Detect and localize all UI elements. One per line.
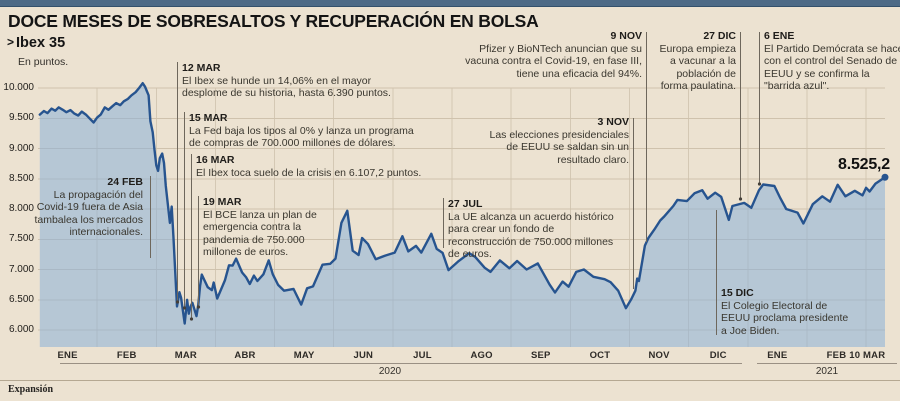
annotation-text: Las elecciones presidenciales de EEUU se… <box>489 128 630 166</box>
page-title: DOCE MESES DE SOBRESALTOS Y RECUPERACIÓN… <box>8 11 539 31</box>
annotation-9-nov: 9 NOV Pfizer y BioNTech anuncian que su … <box>456 30 642 80</box>
x-axis-month-label: FEB <box>826 350 847 361</box>
annotation-text: El Partido Demócrata se hace con el cont… <box>764 42 900 93</box>
x-axis-month-label: 10 MAR <box>849 350 886 361</box>
annotation-date: 27 JUL <box>448 198 483 210</box>
x-axis-month-label: FEB <box>116 350 137 361</box>
annotation-6-ene: 6 ENE El Partido Demócrata se hace con e… <box>764 30 900 93</box>
y-axis-tick-label: 10.000 <box>3 82 34 93</box>
annotation-date: 16 MAR <box>196 154 235 166</box>
x-axis-month-label: DIC <box>709 350 727 361</box>
x-axis-month-label: OCT <box>589 350 611 361</box>
y-axis-tick-label: 7.500 <box>8 233 34 245</box>
annotation-text: La propagación del Covid-19 fuera de Asi… <box>34 188 143 239</box>
price-line <box>38 81 887 325</box>
series-marker-icon: > <box>7 35 15 49</box>
annotation-19-mar: 19 MAR El BCE lanza un plan de emergenci… <box>203 196 343 259</box>
annotation-date: 6 ENE <box>764 30 795 42</box>
annotation-date: 15 DIC <box>721 287 754 299</box>
last-point-marker <box>881 173 889 181</box>
annotation-date: 15 MAR <box>189 112 228 124</box>
x-axis-month-label: NOV <box>648 350 670 361</box>
annotation-text: La UE alcanza un acuerdo histórico para … <box>448 210 614 261</box>
year-2021-rule <box>757 363 897 364</box>
annotation-date: 24 FEB <box>107 176 143 188</box>
x-axis-month-label: MAR <box>174 350 197 361</box>
y-axis-tick-label: 6.500 <box>8 293 34 305</box>
annotation-leader-dot <box>738 197 743 201</box>
year-2020-rule <box>60 363 742 364</box>
y-axis-tick-label: 9.000 <box>8 142 34 154</box>
annotation-12-mar: 12 MAR El Ibex se hunde un 14,06% en el … <box>182 62 402 100</box>
annotation-date: 27 DIC <box>703 30 736 42</box>
y-axis-tick-label: 8.000 <box>8 203 34 214</box>
annotation-date: 3 NOV <box>597 116 629 128</box>
x-axis-month-label: JUL <box>413 350 432 361</box>
annotation-27-jul: 27 JUL La UE alcanza un acuerdo históric… <box>448 198 620 261</box>
y-axis-tick-label: 8.500 <box>8 172 34 184</box>
annotation-text: El Ibex toca suelo de la crisis en 6.107… <box>196 166 422 179</box>
annotation-24-feb: 24 FEB La propagación del Covid-19 fuera… <box>31 176 143 239</box>
annotation-leader-dot <box>196 305 201 309</box>
annotation-text: El Colegio Electoral de EEUU proclama pr… <box>721 299 849 337</box>
x-axis-month-label: MAY <box>293 350 315 361</box>
series-name: Ibex 35 <box>16 35 66 51</box>
annotation-text: La Fed baja los tipos al 0% y lanza un p… <box>189 124 414 150</box>
annotation-3-nov: 3 NOV Las elecciones presidenciales de E… <box>479 116 630 166</box>
annotation-15-dic: 15 DIC El Colegio Electoral de EEUU proc… <box>721 287 856 337</box>
last-value-label: 8.525,2 <box>838 156 890 173</box>
annotation-leader-dot <box>757 182 762 186</box>
x-axis-month-label: AGO <box>470 350 493 361</box>
x-axis-month-label: ENE <box>767 350 788 361</box>
annotation-text: Europa empieza a vacunar a la población … <box>659 42 736 93</box>
footer-rule <box>0 380 900 381</box>
top-bar <box>0 0 900 7</box>
annotation-text: El BCE lanza un plan de emergencia contr… <box>203 208 317 259</box>
annotation-15-mar: 15 MAR La Fed baja los tipos al 0% y lan… <box>189 112 424 150</box>
area-fill <box>39 83 886 347</box>
x-axis-month-label: ENE <box>57 350 78 361</box>
y-axis-tick-label: 7.000 <box>8 263 34 275</box>
x-axis-month-label: ABR <box>234 350 256 361</box>
series-title: > Ibex 35 <box>7 35 65 51</box>
source-label: Expansión <box>8 384 54 395</box>
annotation-16-mar: 16 MAR El Ibex toca suelo de la crisis e… <box>196 154 456 179</box>
annotation-leader-dot <box>182 306 187 310</box>
annotation-date: 19 MAR <box>203 196 242 208</box>
year-2021-label: 2021 <box>815 366 839 377</box>
x-axis-month-label: JUN <box>353 350 374 361</box>
annotation-date: 9 NOV <box>610 30 642 42</box>
annotation-text: El Ibex se hunde un 14,06% en el mayor d… <box>182 74 391 100</box>
units-label: En puntos. <box>18 56 69 68</box>
year-2020-label: 2020 <box>378 366 402 377</box>
y-axis-tick-label: 9.500 <box>8 112 34 124</box>
annotation-leader-dot <box>175 300 180 304</box>
annotation-27-dic: 27 DIC Europa empieza a vacunar a la pob… <box>655 30 736 93</box>
annotation-date: 12 MAR <box>182 62 221 74</box>
x-axis-month-label: SEP <box>530 350 551 361</box>
annotation-text: Pfizer y BioNTech anuncian que su vacuna… <box>465 42 642 80</box>
annotation-leader-dot <box>189 317 194 321</box>
y-axis-tick-label: 6.000 <box>8 324 34 335</box>
